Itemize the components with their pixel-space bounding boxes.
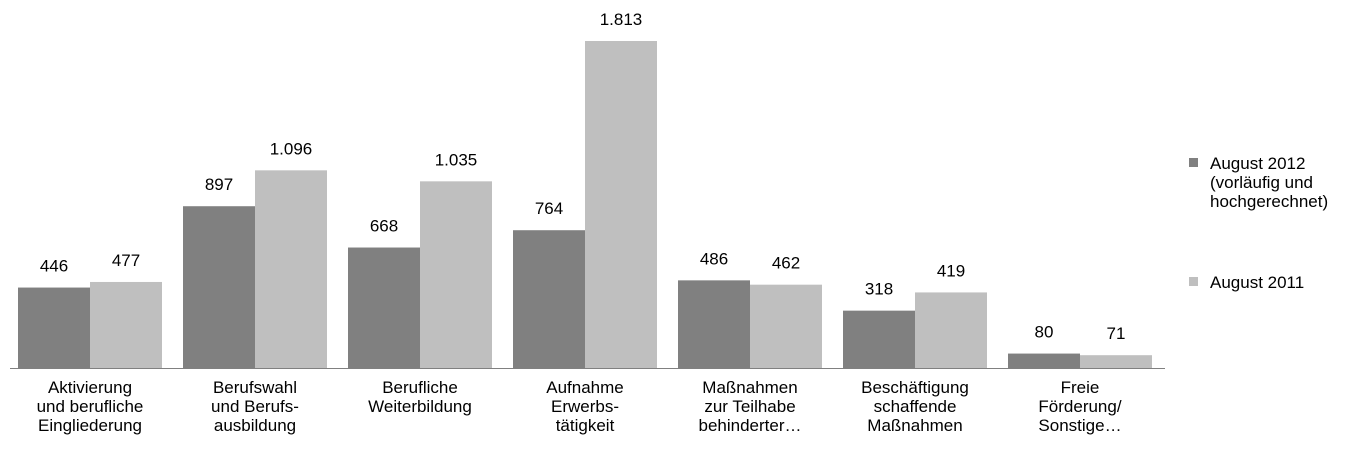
bar xyxy=(348,247,420,368)
bar xyxy=(915,292,987,368)
x-tick-label: Erwerbs- xyxy=(551,397,619,416)
bar xyxy=(585,41,657,368)
data-label: 462 xyxy=(772,254,800,273)
data-label: 318 xyxy=(865,280,893,299)
data-label: 80 xyxy=(1035,323,1054,342)
data-label: 668 xyxy=(370,217,398,236)
data-label: 486 xyxy=(700,249,728,268)
data-label: 764 xyxy=(535,199,563,218)
bar xyxy=(18,287,90,368)
bar xyxy=(183,206,255,368)
x-tick-label: Freie xyxy=(1061,378,1100,397)
bar xyxy=(420,181,492,368)
x-tick-label: ausbildung xyxy=(214,416,296,435)
x-tick-label: Weiterbildung xyxy=(368,397,472,416)
legend-line: August 2011 xyxy=(1210,273,1304,292)
x-tick-label: zur Teilhabe xyxy=(704,397,795,416)
x-tick-label: Sonstige… xyxy=(1038,416,1121,435)
bar xyxy=(90,281,162,368)
legend-swatch xyxy=(1189,277,1198,286)
x-tick-label: Eingliederung xyxy=(38,416,142,435)
x-tick-label: und Berufs- xyxy=(211,397,299,416)
x-tick-label: Förderung/ xyxy=(1038,397,1121,416)
data-label: 446 xyxy=(40,257,68,276)
bar xyxy=(1080,355,1152,368)
x-tick-label: Berufliche xyxy=(382,378,458,397)
legend-line: hochgerechnet) xyxy=(1210,192,1328,211)
x-tick-label: Berufswahl xyxy=(213,378,297,397)
data-label: 1.813 xyxy=(600,10,643,29)
bar xyxy=(843,310,915,368)
bar xyxy=(678,280,750,368)
x-tick-label: Maßnahmen xyxy=(867,416,962,435)
x-tick-label: tätigkeit xyxy=(556,416,615,435)
data-label: 1.096 xyxy=(270,139,313,158)
data-label: 1.035 xyxy=(435,150,478,169)
bar xyxy=(750,284,822,368)
data-label: 477 xyxy=(112,251,140,270)
x-tick-label: schaffende xyxy=(874,397,957,416)
bar xyxy=(513,230,585,368)
data-label: 419 xyxy=(937,261,965,280)
x-tick-label: behinderter… xyxy=(698,416,801,435)
x-tick-label: Aktivierung xyxy=(48,378,132,397)
data-label: 897 xyxy=(205,175,233,194)
bar xyxy=(1008,353,1080,368)
x-tick-label: Beschäftigung xyxy=(861,378,969,397)
bar xyxy=(255,170,327,368)
legend-swatch xyxy=(1189,158,1198,167)
x-tick-label: Aufnahme xyxy=(546,378,624,397)
x-tick-label: und berufliche xyxy=(37,397,144,416)
data-label: 71 xyxy=(1107,324,1126,343)
legend-line: (vorläufig und xyxy=(1210,173,1313,192)
x-tick-label: Maßnahmen xyxy=(702,378,797,397)
legend-label: August 2011 xyxy=(1210,273,1304,292)
legend-line: August 2012 xyxy=(1210,154,1305,173)
legend-label: August 2012 (vorläufig und hochgerechnet) xyxy=(1210,154,1328,211)
